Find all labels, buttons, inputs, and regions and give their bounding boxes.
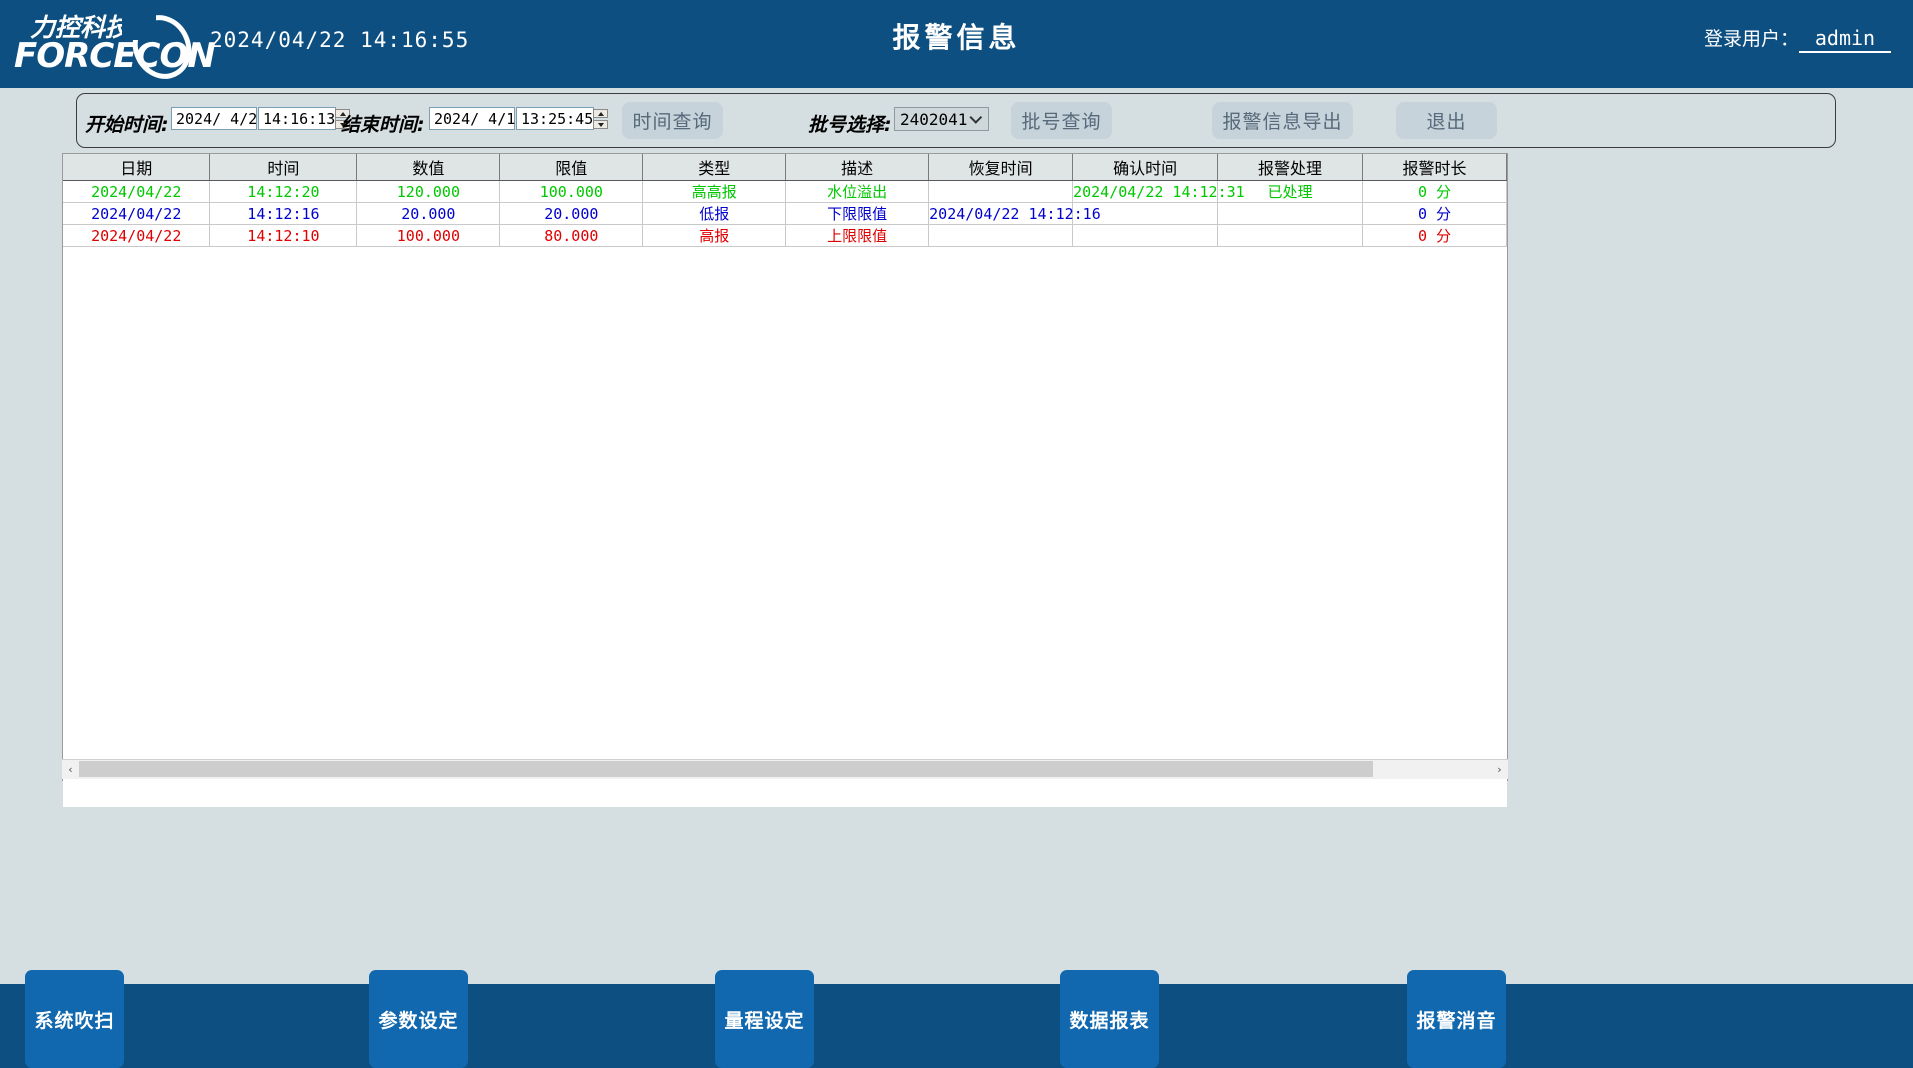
logo-chinese-text: 力控科技 — [30, 13, 131, 42]
cell-time: 14:12:16 — [209, 202, 358, 225]
scrollbar-track[interactable] — [79, 760, 1491, 779]
cell-recover: 2024/04/22 14:12:16 — [928, 202, 1101, 225]
time-query-button[interactable]: 时间查询 — [622, 102, 723, 139]
cell-type: 高报 — [642, 224, 787, 247]
cell-limit: 100.000 — [499, 180, 644, 203]
nav-button-parameter-set[interactable]: 参数设定 — [369, 970, 468, 1068]
col-header-value: 数值 — [356, 154, 501, 181]
cell-handling — [1217, 224, 1363, 247]
login-user-label: 登录用户： — [1703, 28, 1799, 50]
cell-time: 14:12:10 — [209, 224, 358, 247]
cell-recover — [928, 224, 1074, 247]
end-time-value: 13:25:45 — [521, 109, 594, 128]
cell-confirm: 2024/04/22 14:12:31 — [1072, 180, 1245, 203]
cell-duration: 0 分 — [1362, 224, 1507, 247]
start-date-picker[interactable]: 2024/ 4/22 — [171, 107, 282, 130]
table-row[interactable]: 2024/04/22 14:12:20 120.000 100.000 高高报 … — [63, 180, 1507, 203]
alarm-table-panel: 日期 时间 数值 限值 类型 描述 恢复时间 确认时间 报警处理 报警时长 20… — [62, 153, 1508, 807]
batch-select-value: 2402041 — [900, 109, 968, 129]
col-header-type: 类型 — [642, 154, 787, 181]
cell-handling — [1217, 202, 1363, 225]
col-header-recover: 恢复时间 — [928, 154, 1074, 181]
cell-type: 低报 — [642, 202, 787, 225]
cell-confirm — [1072, 224, 1219, 247]
table-horizontal-scrollbar[interactable]: ‹ › — [62, 759, 1508, 779]
chevron-down-icon[interactable] — [969, 110, 983, 124]
login-user: 登录用户： admin — [1704, 24, 1891, 53]
col-header-limit: 限值 — [499, 154, 644, 181]
col-header-desc: 描述 — [785, 154, 930, 181]
scroll-left-icon[interactable]: ‹ — [62, 760, 79, 779]
cell-value: 20.000 — [356, 202, 501, 225]
spinner-icon[interactable] — [593, 108, 609, 129]
login-user-name: admin — [1799, 26, 1891, 53]
bottom-nav-bar: 系统吹扫 参数设定 量程设定 数据报表 报警消音 — [0, 970, 1913, 1068]
alarm-table-body: 2024/04/22 14:12:20 120.000 100.000 高高报 … — [63, 180, 1507, 247]
app-header: 力控科技 FORCECON 2024/04/22 14:16:55 报警信息 登… — [0, 0, 1913, 88]
cell-handling: 已处理 — [1217, 180, 1363, 203]
cell-date: 2024/04/22 — [63, 224, 211, 247]
cell-time: 14:12:20 — [209, 180, 358, 203]
batch-select-label: 批号选择: — [808, 114, 892, 136]
cell-date: 2024/04/22 — [63, 180, 211, 203]
end-date-picker[interactable]: 2024/ 4/19 — [429, 107, 540, 130]
col-header-date: 日期 — [63, 154, 211, 181]
cell-date: 2024/04/22 — [63, 202, 211, 225]
query-toolbar: 开始时间: 2024/ 4/22 14:16:13 结束时间: 2024/ 4/… — [76, 93, 1836, 148]
table-row[interactable]: 2024/04/22 14:12:10 100.000 80.000 高报 上限… — [63, 224, 1507, 247]
cell-value: 100.000 — [356, 224, 501, 247]
batch-query-button[interactable]: 批号查询 — [1011, 102, 1112, 139]
col-header-handling: 报警处理 — [1217, 154, 1363, 181]
exit-button[interactable]: 退出 — [1396, 102, 1497, 139]
batch-select-dropdown[interactable]: 2402041 — [894, 107, 989, 131]
header-clock: 2024/04/22 14:16:55 — [210, 28, 470, 52]
spinner-down-icon[interactable] — [593, 119, 609, 129]
nav-button-system-purge[interactable]: 系统吹扫 — [25, 970, 124, 1068]
end-time-label: 结束时间: — [341, 114, 425, 136]
spinner-icon[interactable] — [335, 108, 351, 129]
end-time-spinner[interactable]: 13:25:45 — [516, 107, 609, 130]
alarm-table-header-row: 日期 时间 数值 限值 类型 描述 恢复时间 确认时间 报警处理 报警时长 — [63, 154, 1507, 181]
start-time-label: 开始时间: — [85, 114, 169, 136]
cell-duration: 0 分 — [1362, 180, 1507, 203]
cell-value: 120.000 — [356, 180, 501, 203]
spinner-down-icon[interactable] — [335, 119, 351, 129]
start-time-value: 14:16:13 — [263, 109, 336, 128]
col-header-duration: 报警时长 — [1362, 154, 1507, 181]
end-date-value: 2024/ 4/19 — [434, 109, 525, 128]
nav-button-alarm-mute[interactable]: 报警消音 — [1407, 970, 1506, 1068]
start-date-value: 2024/ 4/22 — [176, 109, 267, 128]
cell-limit: 80.000 — [499, 224, 644, 247]
cell-desc: 水位溢出 — [785, 180, 930, 203]
cell-type: 高高报 — [642, 180, 787, 203]
col-header-confirm: 确认时间 — [1072, 154, 1219, 181]
start-time-spinner[interactable]: 14:16:13 — [258, 107, 351, 130]
spinner-up-icon[interactable] — [335, 108, 351, 118]
spinner-up-icon[interactable] — [593, 108, 609, 118]
nav-button-data-report[interactable]: 数据报表 — [1060, 970, 1159, 1068]
cell-desc: 下限限值 — [785, 202, 930, 225]
cell-recover — [928, 180, 1074, 203]
page-title: 报警信息 — [892, 21, 1021, 54]
cell-confirm — [1072, 202, 1219, 225]
cell-duration: 0 分 — [1362, 202, 1507, 225]
nav-button-range-set[interactable]: 量程设定 — [715, 970, 814, 1068]
alarm-table: 日期 时间 数值 限值 类型 描述 恢复时间 确认时间 报警处理 报警时长 20… — [63, 154, 1507, 247]
scroll-right-icon[interactable]: › — [1491, 760, 1508, 779]
export-alarm-button[interactable]: 报警信息导出 — [1212, 102, 1353, 139]
table-empty-area — [63, 247, 1507, 807]
table-row[interactable]: 2024/04/22 14:12:16 20.000 20.000 低报 下限限… — [63, 202, 1507, 225]
scrollbar-thumb[interactable] — [79, 761, 1373, 777]
cell-limit: 20.000 — [499, 202, 644, 225]
cell-desc: 上限限值 — [785, 224, 930, 247]
col-header-time: 时间 — [209, 154, 358, 181]
